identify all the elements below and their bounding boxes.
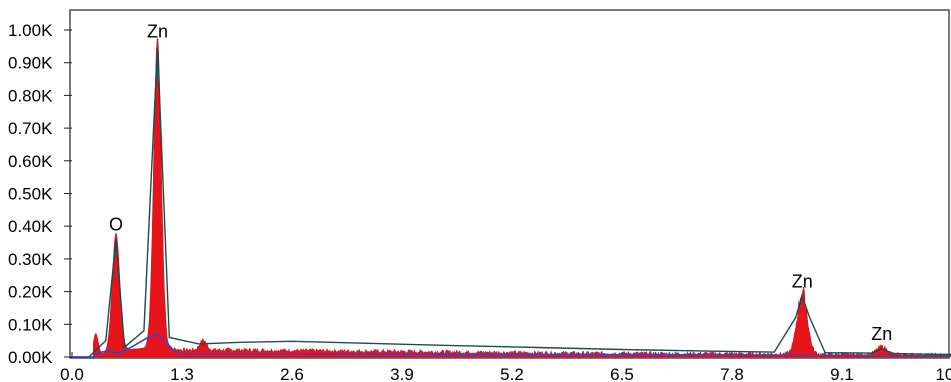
peak-label: Zn bbox=[792, 272, 813, 292]
peak-label: O bbox=[109, 214, 123, 234]
x-tick-label: 2.6 bbox=[280, 365, 304, 382]
background-line bbox=[72, 333, 951, 358]
x-tick-label: 0.0 bbox=[60, 365, 84, 382]
y-tick-label: 0.10K bbox=[8, 315, 53, 334]
y-tick-label: 0.70K bbox=[8, 119, 53, 138]
y-tick-label: 1.00K bbox=[8, 21, 53, 40]
y-tick-label: 0.90K bbox=[8, 54, 53, 73]
y-tick-label: 0.50K bbox=[8, 185, 53, 204]
plot-frame bbox=[69, 9, 950, 359]
spectrum-layer bbox=[72, 38, 951, 358]
peak-label: Zn bbox=[871, 324, 892, 344]
y-tick-label: 0.30K bbox=[8, 250, 53, 269]
x-axis-ticks: 0.01.32.63.95.26.57.89.110.411.7 bbox=[60, 352, 951, 382]
x-tick-label: 9.1 bbox=[830, 365, 854, 382]
fit-line bbox=[72, 46, 951, 358]
y-tick-label: 0.40K bbox=[8, 217, 53, 236]
peak-labels: O Zn Zn Zn bbox=[109, 21, 892, 343]
y-tick-label: 0.00K bbox=[8, 348, 53, 367]
x-tick-label: 10.4 bbox=[935, 365, 951, 382]
y-tick-label: 0.80K bbox=[8, 86, 53, 105]
x-tick-label: 5.2 bbox=[500, 365, 524, 382]
spectrum-area bbox=[92, 38, 951, 358]
peak-label: Zn bbox=[147, 21, 168, 41]
x-tick-label: 1.3 bbox=[170, 365, 194, 382]
y-tick-label: 0.20K bbox=[8, 283, 53, 302]
y-tick-label: 0.60K bbox=[8, 152, 53, 171]
x-tick-label: 6.5 bbox=[610, 365, 634, 382]
x-tick-label: 7.8 bbox=[720, 365, 744, 382]
x-tick-label: 3.9 bbox=[390, 365, 414, 382]
y-axis-ticks: 0.00K 0.10K 0.20K 0.30K 0.40K 0.50K 0.60K 0.70K… bbox=[8, 21, 72, 367]
